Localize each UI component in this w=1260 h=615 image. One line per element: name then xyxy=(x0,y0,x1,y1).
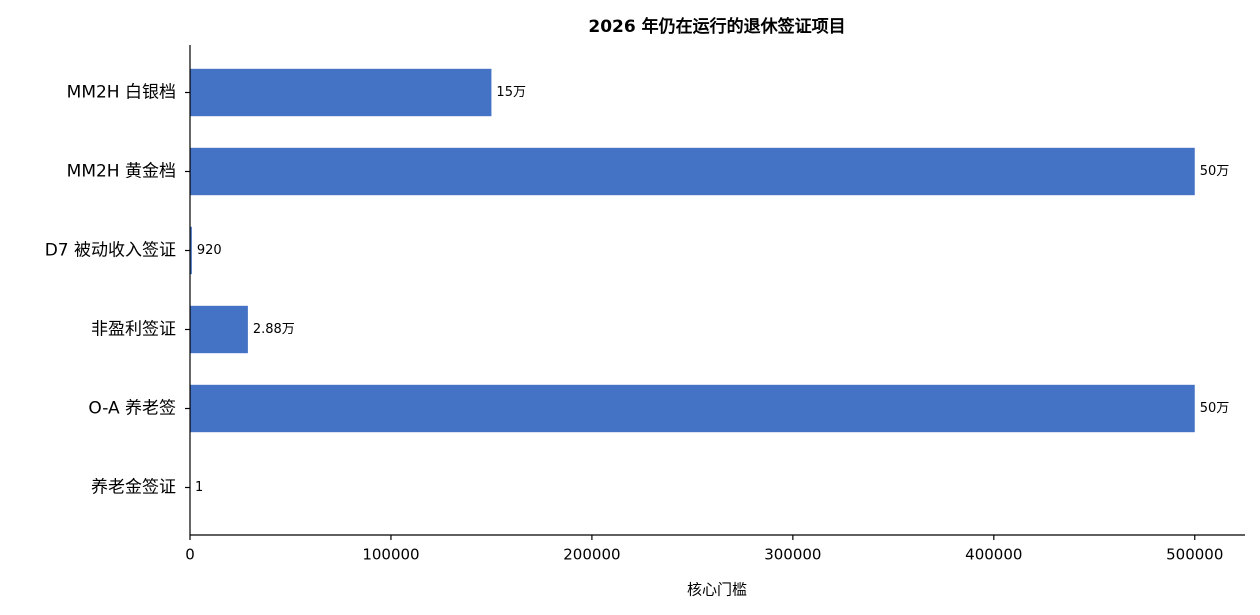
value-label: 920 xyxy=(197,243,222,258)
bar xyxy=(190,305,248,354)
x-tick-label: 200000 xyxy=(563,546,620,564)
x-tick-label: 0 xyxy=(185,546,195,564)
value-label: 50万 xyxy=(1200,164,1230,179)
y-tick-label: MM2H 黄金档 xyxy=(67,162,176,182)
x-tick-label: 500000 xyxy=(1166,546,1223,564)
value-label: 15万 xyxy=(496,85,526,100)
y-tick-label: MM2H 白银档 xyxy=(67,83,176,103)
x-tick-label: 300000 xyxy=(764,546,821,564)
y-tick-label: 养老金签证 xyxy=(91,478,176,498)
value-label: 50万 xyxy=(1200,401,1230,416)
bar xyxy=(190,384,1195,433)
chart-title: 2026 年仍在运行的退休签证项目 xyxy=(588,16,845,37)
bar xyxy=(190,226,192,275)
value-label: 2.88万 xyxy=(253,322,295,337)
y-tick-label: 非盈利签证 xyxy=(91,320,176,340)
bar xyxy=(190,68,492,117)
y-tick-label: D7 被动收入签证 xyxy=(45,241,176,261)
x-axis-label: 核心门槛 xyxy=(687,581,747,599)
bar xyxy=(190,147,1195,196)
x-tick-label: 100000 xyxy=(362,546,419,564)
y-tick-label: O-A 养老签 xyxy=(88,399,176,419)
value-label: 1 xyxy=(195,480,203,495)
x-tick-label: 400000 xyxy=(965,546,1022,564)
